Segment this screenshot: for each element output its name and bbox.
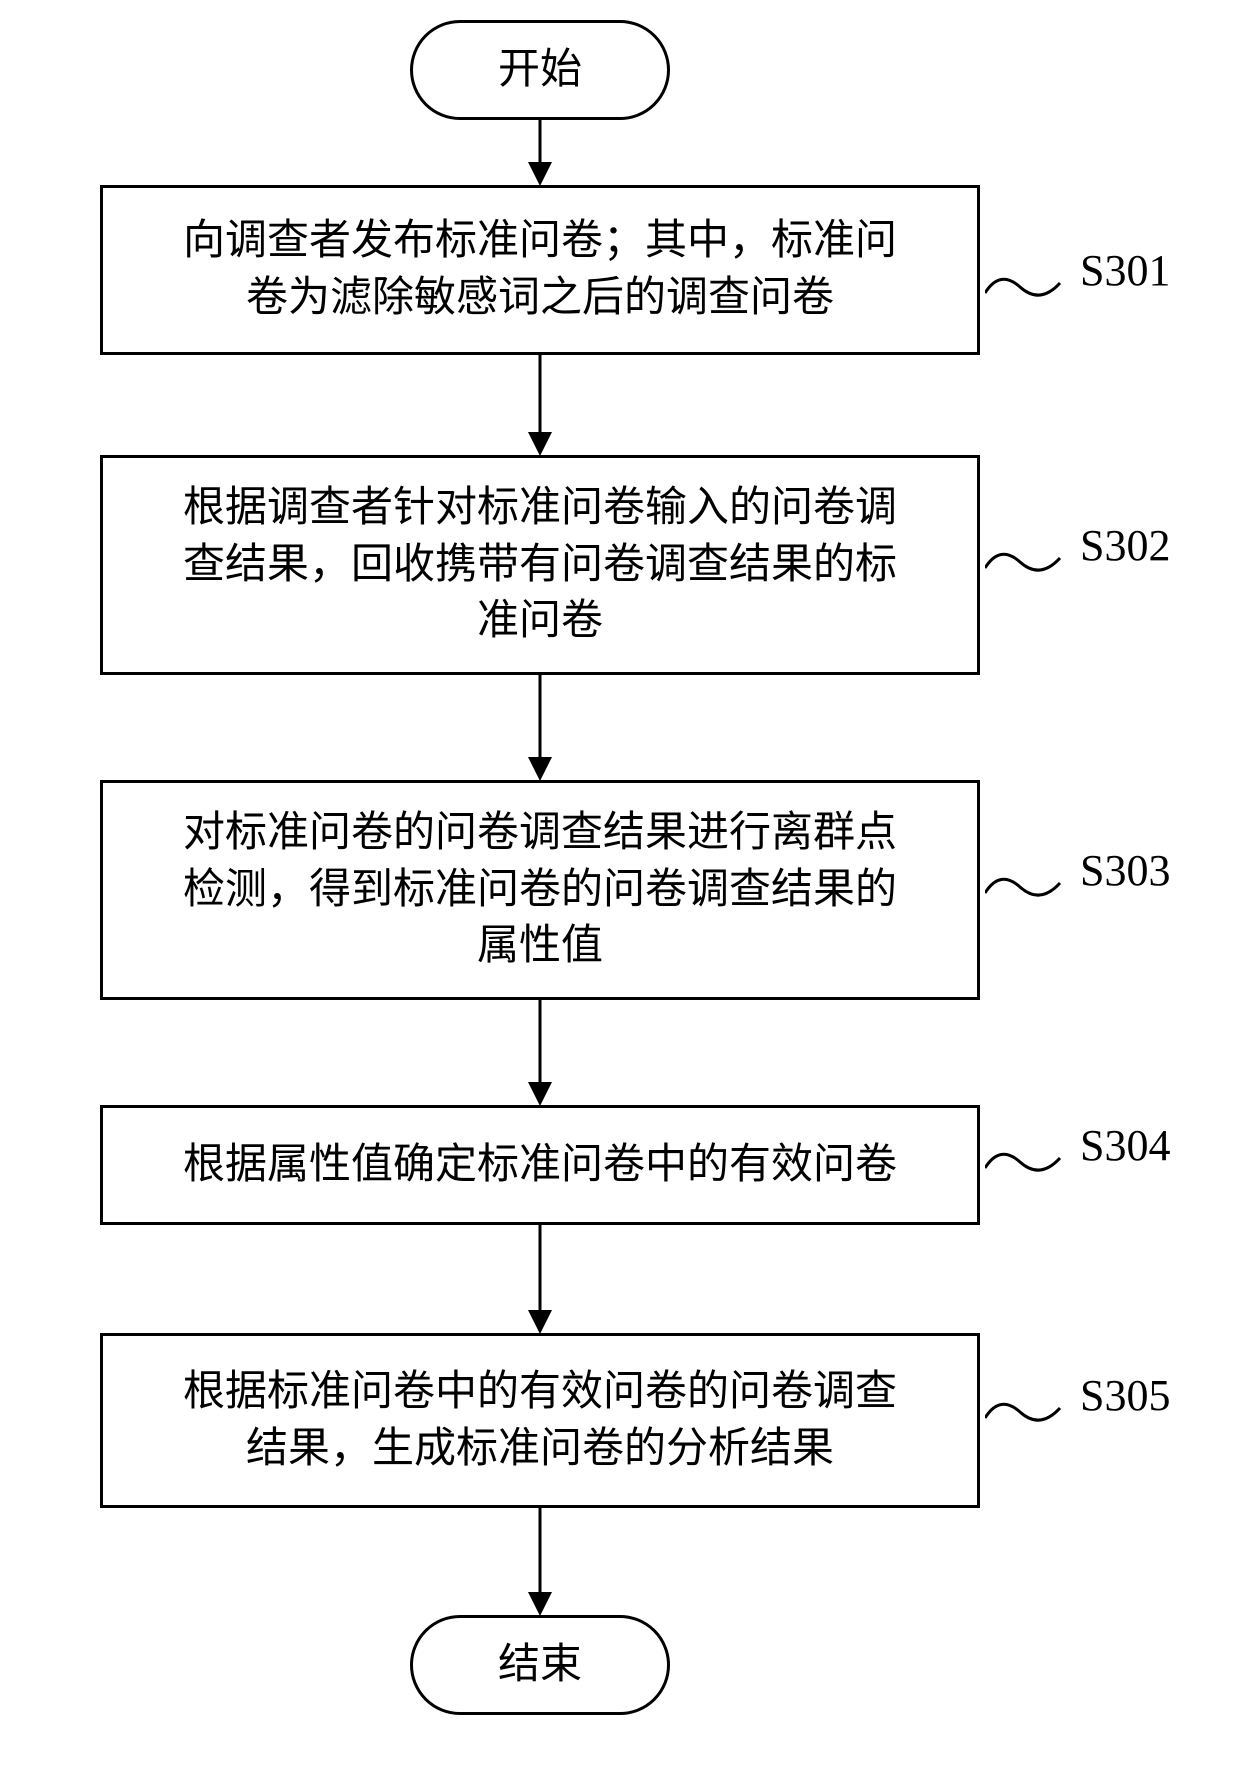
tilde-s304 (985, 1150, 1075, 1180)
step-label-s304: S304 (1080, 1120, 1170, 1171)
step-label-s303: S303 (1080, 845, 1170, 896)
step-label-s305: S305 (1080, 1370, 1170, 1421)
step-label-s304-text: S304 (1080, 1121, 1170, 1170)
step-label-s305-text: S305 (1080, 1371, 1170, 1420)
step-label-s302-text: S302 (1080, 521, 1170, 570)
tilde-s305 (985, 1400, 1075, 1430)
step-label-s301: S301 (1080, 245, 1170, 296)
flowchart-canvas: 开始 向调查者发布标准问卷；其中，标准问 卷为滤除敏感词之后的调查问卷 根据调查… (0, 0, 1240, 1790)
step-label-s302: S302 (1080, 520, 1170, 571)
tilde-s301 (985, 275, 1075, 305)
tilde-s302 (985, 550, 1075, 580)
step-label-s301-text: S301 (1080, 246, 1170, 295)
tilde-s303 (985, 875, 1075, 905)
step-label-s303-text: S303 (1080, 846, 1170, 895)
